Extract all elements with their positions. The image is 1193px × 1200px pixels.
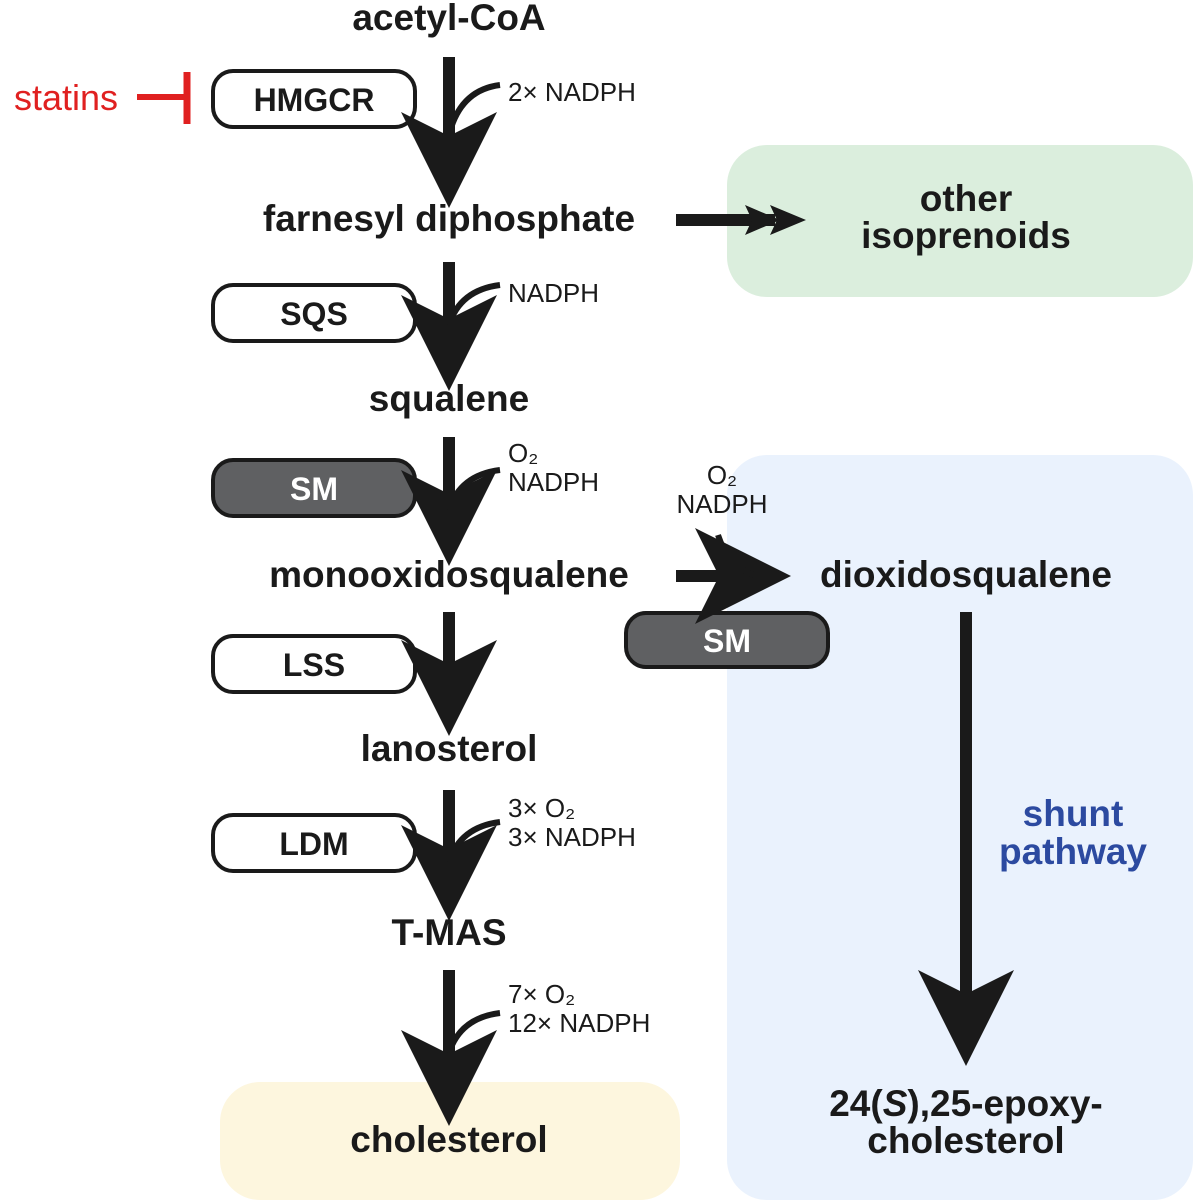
metabolite-dioxidosqualene: dioxidosqualene <box>820 554 1112 595</box>
enzyme-sm-shunt-label: SM <box>703 623 751 659</box>
enzyme-ldm-label: LDM <box>279 826 348 862</box>
arrow-step1 <box>401 57 501 208</box>
enzyme-hmgcr-label: HMGCR <box>254 82 375 118</box>
metabolite-other-isoprenoids-line1: other <box>920 178 1013 219</box>
other-isoprenoids-panel <box>727 145 1193 297</box>
arrow-step5 <box>401 790 501 921</box>
enzyme-sqs: SQS <box>211 283 417 343</box>
shunt-pathway-label-line1: shunt <box>1023 793 1124 834</box>
arrow-step6 <box>401 970 501 1126</box>
metabolite-squalene: squalene <box>369 378 529 419</box>
enzyme-sm-shunt: SM <box>624 611 830 669</box>
arrow-step3 <box>401 437 501 566</box>
inhibitor-statins: statins <box>14 77 118 118</box>
enzyme-sm-main-label: SM <box>290 471 338 507</box>
cofactor-step5-line1: 3× O₂ <box>508 793 575 823</box>
metabolite-epoxycholesterol-line1: 24(S),25-epoxy- <box>829 1083 1103 1124</box>
metabolite-cholesterol: cholesterol <box>350 1119 547 1160</box>
arrow-to-other-isoprenoids <box>676 205 806 235</box>
metabolite-other-isoprenoids-line2: isoprenoids <box>861 215 1071 256</box>
metabolite-epoxycholesterol-line2: cholesterol <box>867 1120 1064 1161</box>
metabolite-acetyl-coa: acetyl-CoA <box>352 0 545 38</box>
cofactor-step3-line2: NADPH <box>508 467 599 497</box>
cofactor-step6-line1: 7× O₂ <box>508 979 575 1009</box>
cofactor-step6-line2: 12× NADPH <box>508 1008 650 1038</box>
arrow-step2 <box>401 262 501 391</box>
enzyme-lss-label: LSS <box>283 647 345 683</box>
arrow-to-dioxidosqualene <box>676 528 791 624</box>
enzyme-hmgcr: HMGCR <box>211 69 417 129</box>
enzyme-ldm: LDM <box>211 813 417 873</box>
cofactor-shunt-line2: NADPH <box>676 489 767 519</box>
shunt-pathway-label-line2: pathway <box>999 831 1147 872</box>
cofactor-step2: NADPH <box>508 278 599 308</box>
metabolite-farnesyl-diphosphate: farnesyl diphosphate <box>263 198 635 239</box>
cofactor-step3-line1: O₂ <box>508 438 538 468</box>
metabolite-lanosterol: lanosterol <box>361 728 538 769</box>
metabolite-monooxidosqualene: monooxidosqualene <box>269 554 629 595</box>
cofactor-step5-line2: 3× NADPH <box>508 822 636 852</box>
cofactor-step1: 2× NADPH <box>508 77 636 107</box>
cholesterol-panel <box>220 1082 680 1200</box>
enzyme-sm-main: SM <box>211 458 417 518</box>
enzyme-sqs-label: SQS <box>280 296 348 332</box>
metabolite-t-mas: T-MAS <box>391 912 506 953</box>
cofactor-shunt-line1: O₂ <box>707 460 737 490</box>
enzyme-lss: LSS <box>211 634 417 694</box>
